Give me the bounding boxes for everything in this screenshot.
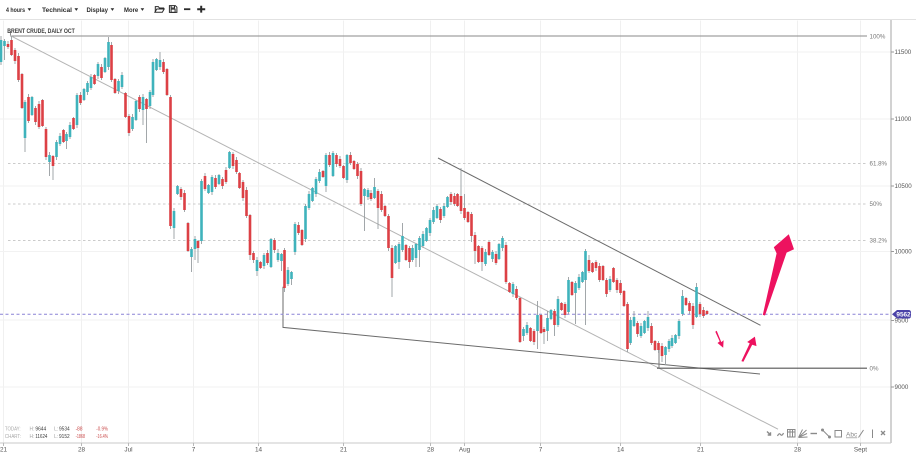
svg-text:CHART:: CHART: [5,434,21,440]
svg-text:BRENT CRUDE, DAILY OCT: BRENT CRUDE, DAILY OCT [7,28,75,35]
svg-text:Abc: Abc [846,432,858,439]
svg-text:11500: 11500 [895,49,912,56]
svg-text:21: 21 [0,447,7,454]
svg-text:H:: H: [30,427,35,433]
svg-text:0%: 0% [870,365,879,372]
svg-text:9500: 9500 [895,318,909,325]
svg-text:-0.9%: -0.9% [96,427,108,433]
svg-text:Aug: Aug [459,447,471,454]
svg-text:Display: Display [87,7,109,14]
svg-text:11624: 11624 [35,434,48,440]
svg-text:14: 14 [617,447,625,454]
svg-text:61.8%: 61.8% [870,161,888,168]
svg-text:4 hours: 4 hours [6,7,25,14]
svg-text:14: 14 [255,447,263,454]
svg-text:7: 7 [192,447,196,454]
svg-text:L:: L: [54,434,59,440]
svg-text:More: More [124,7,139,14]
svg-text:-88: -88 [76,427,83,433]
svg-text:38.2%: 38.2% [870,238,888,245]
svg-text:28: 28 [794,447,802,454]
svg-text:L:: L: [54,427,59,433]
svg-text:50%: 50% [870,201,883,208]
svg-text:100%: 100% [870,33,886,40]
svg-text:21: 21 [697,447,705,454]
svg-text:11000: 11000 [895,116,912,123]
svg-text:21: 21 [340,447,348,454]
svg-text:9000: 9000 [895,384,909,391]
svg-text:Sept: Sept [854,447,867,454]
svg-text:9534: 9534 [59,427,70,433]
svg-text:10500: 10500 [895,183,913,190]
svg-text:9152: 9152 [59,434,70,440]
svg-text:7: 7 [539,447,543,454]
svg-text:9644: 9644 [35,427,46,433]
svg-text:TODAY:: TODAY: [5,427,21,433]
svg-text:9562: 9562 [896,312,911,319]
svg-text:28: 28 [78,447,86,454]
svg-text:28: 28 [427,447,435,454]
svg-text:Technical: Technical [42,7,72,14]
svg-text:H:: H: [30,434,35,440]
svg-text:Jul: Jul [124,447,132,454]
svg-text:-1868: -1868 [76,434,85,440]
svg-text:10000: 10000 [895,249,913,256]
svg-text:-16.4%: -16.4% [96,434,108,440]
